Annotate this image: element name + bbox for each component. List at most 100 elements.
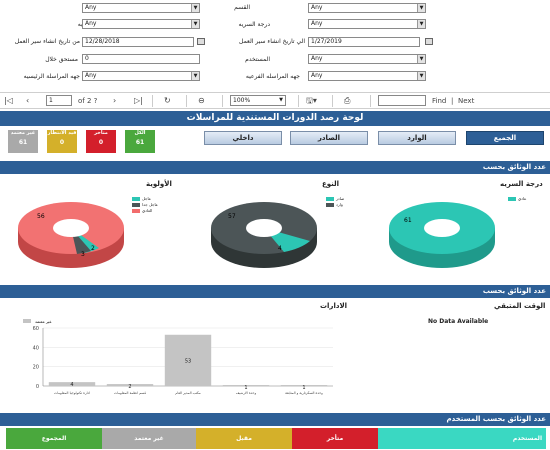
bar-value-label: 53 xyxy=(185,358,191,364)
kpi-card-all: الكل 61 xyxy=(125,130,155,153)
bar-value-label: 1 xyxy=(302,385,305,391)
chevron-down-icon: ▼ xyxy=(417,55,425,63)
column-accepted: مقبل xyxy=(196,428,292,449)
priority-chart-title: الأولوية xyxy=(146,180,172,188)
sub-correspondent-select[interactable]: Any ▼ xyxy=(308,71,426,81)
kpi-label: غير معتمد xyxy=(10,130,36,136)
bar xyxy=(164,334,212,386)
pie-hole xyxy=(53,219,89,237)
main-correspondent-select[interactable]: Any ▼ xyxy=(82,71,200,81)
y-tick-label: 20 xyxy=(33,365,39,371)
find-link[interactable]: Find xyxy=(432,97,447,105)
filter-label-section: القسم xyxy=(234,4,250,11)
legend-item: عادي xyxy=(508,196,527,202)
filter-label-main-correspondent: جهه المراسلة الرئيسيه xyxy=(23,73,80,80)
report-toolbar: |◁ ‹ 1 of 2 ? › ▷| ↻ ⊖ 100% ▼ 🖫▾ ⎙ Find |… xyxy=(0,92,550,109)
tab-outgoing[interactable]: الصادر xyxy=(290,131,368,145)
column-late: متأخر xyxy=(292,428,378,449)
zoom-select[interactable]: 100% ▼ xyxy=(230,95,286,106)
legend-item: عاجل جدا xyxy=(132,202,158,208)
priority-chart-legend: عاجل عاجل جدا العادي xyxy=(132,196,158,214)
x-tick-label: مكتب المدير العام xyxy=(175,391,201,396)
export-icon[interactable]: 🖫▾ xyxy=(306,96,317,105)
print-icon[interactable]: ⎙ xyxy=(344,96,351,105)
tab-incoming[interactable]: الوارد xyxy=(378,131,456,145)
user-select[interactable]: Any ▼ xyxy=(308,54,426,64)
confidentiality-select[interactable]: Any ▼ xyxy=(308,19,426,29)
legend-swatch xyxy=(23,319,31,323)
remaining-time-chart-title: الوقت المتبقي xyxy=(494,302,546,310)
type-chart-title: النوع xyxy=(322,180,340,188)
filter-label-sub-correspondent: جهه المراسله الفرعيه xyxy=(245,73,300,80)
bar-value-label: 2 xyxy=(128,384,131,390)
legend-item: وارد xyxy=(326,202,344,208)
filter-label-to-date: الي تاريخ انشاء سير العمل xyxy=(239,38,305,45)
department-select[interactable]: Any ▼ xyxy=(82,3,200,13)
pie-label: 4 xyxy=(278,245,282,252)
next-link[interactable]: Next xyxy=(458,97,475,105)
next-page-icon[interactable]: › xyxy=(113,96,117,105)
to-date-input[interactable]: 1/27/2019 xyxy=(308,37,420,47)
confidentiality-pie-chart: 61 xyxy=(389,202,495,268)
tab-internal[interactable]: داخلي xyxy=(204,131,282,145)
column-user: المستخدم xyxy=(378,428,546,449)
legend-item: العادي xyxy=(132,208,158,214)
kpi-value: 0 xyxy=(98,139,104,146)
kpi-label: متأخر xyxy=(94,130,108,136)
bar xyxy=(106,384,154,386)
kpi-card-pending: قيد الانتظار 0 xyxy=(47,130,77,153)
pie-hole xyxy=(424,219,460,237)
find-input[interactable] xyxy=(378,95,426,106)
bar-value-label: 1 xyxy=(244,385,247,391)
legend-item: صادر xyxy=(326,196,344,202)
y-tick-label: 40 xyxy=(33,345,39,351)
bar-value-label: 4 xyxy=(70,382,73,388)
refresh-icon[interactable]: ↻ xyxy=(164,96,171,105)
calendar-icon[interactable] xyxy=(425,38,433,45)
kpi-card-late: متأخر 0 xyxy=(86,130,116,153)
last-page-icon[interactable]: ▷| xyxy=(134,96,143,105)
x-tick-label: ادارة تكنولوجيا المعلومات xyxy=(54,391,90,395)
kpi-value: 61 xyxy=(135,139,145,146)
priority-select[interactable]: Any ▼ xyxy=(82,19,200,29)
chevron-down-icon: ▼ xyxy=(191,4,199,12)
chevron-down-icon: ▼ xyxy=(191,72,199,80)
back-icon[interactable]: ⊖ xyxy=(198,96,205,105)
tab-all[interactable]: الجميع xyxy=(466,131,544,145)
find-divider: | xyxy=(451,97,454,105)
type-pie-chart: 57 4 xyxy=(211,202,317,268)
priority-pie-chart: 56 2 3 xyxy=(18,202,124,268)
confidentiality-chart-legend: عادي xyxy=(508,196,527,202)
section-header-documents-by-user: عدد الوثائق بحسب المستخدم xyxy=(0,413,550,426)
y-tick-label: 0 xyxy=(36,384,39,390)
pie-label: 56 xyxy=(37,213,45,220)
first-page-icon[interactable]: |◁ xyxy=(4,96,13,105)
x-tick-label: وحدة السكرتارية و المتابعة xyxy=(285,391,323,395)
filter-label-user: المستخدم xyxy=(245,56,270,63)
column-unapproved: غير معتمد xyxy=(102,428,196,449)
bar xyxy=(280,385,328,386)
kpi-value: 0 xyxy=(59,139,65,146)
y-tick-label: 60 xyxy=(33,326,39,332)
from-date-input[interactable]: 12/28/2018 xyxy=(82,37,194,47)
page-count: of 2 ? xyxy=(78,97,98,105)
kpi-value: 61 xyxy=(18,139,28,146)
pie-label: 2 xyxy=(91,245,95,252)
legend-label: غير معتمد xyxy=(35,319,51,324)
legend-item: عاجل xyxy=(132,196,158,202)
kpi-label: قيد الانتظار xyxy=(47,130,77,136)
departments-bar-chart: غير معتمد 0 20 40 60 4 ادارة تكنولوجيا المعلوم… xyxy=(23,319,333,396)
pie-hole xyxy=(246,219,282,237)
page-number-input[interactable]: 1 xyxy=(46,95,72,106)
due-within-input[interactable]: 0 xyxy=(82,54,200,64)
x-tick-label: قسم انظمة المعلومات xyxy=(114,391,146,395)
departments-chart-title: الادارات xyxy=(320,302,348,310)
section-select[interactable]: Any ▼ xyxy=(308,3,426,13)
calendar-icon[interactable] xyxy=(197,38,205,45)
chevron-down-icon: ▼ xyxy=(191,20,199,28)
previous-page-icon[interactable]: ‹ xyxy=(26,96,30,105)
bar xyxy=(48,382,96,386)
column-total: المجموع xyxy=(6,428,102,449)
section-header-documents-by-2: عدد الوثائق بحسب xyxy=(0,285,550,298)
kpi-card-unapproved: غير معتمد 61 xyxy=(8,130,38,153)
